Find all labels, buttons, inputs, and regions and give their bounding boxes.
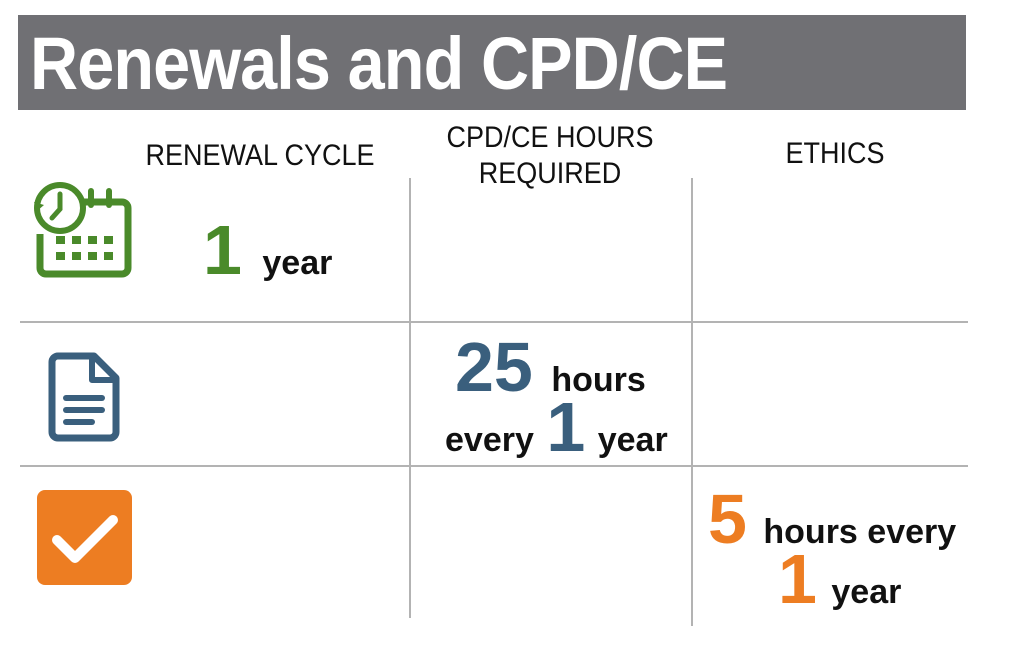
renewal-number: 1 (203, 211, 242, 289)
cpd-every-label: every (445, 421, 534, 459)
calendar-clock-icon (34, 182, 132, 278)
ethics-period: 1 (778, 540, 817, 618)
ethics-value-line2: 1 year (778, 544, 901, 614)
cpd-value-line2: every 1 year (445, 392, 668, 462)
document-icon (48, 352, 120, 442)
ethics-hours-label: hours every (763, 513, 957, 551)
cpd-period-unit: year (597, 421, 668, 459)
grid-vertical-2 (691, 178, 693, 626)
header-cpd-hours: CPD/CE HOURS REQUIRED (433, 120, 667, 192)
grid-vertical-1 (409, 178, 411, 618)
header-ethics: ETHICS (785, 137, 885, 170)
grid-horizontal-2 (20, 465, 968, 467)
grid-horizontal-1 (20, 321, 968, 323)
checkbox-icon (37, 490, 132, 585)
header-cpd-line2: REQUIRED (478, 157, 622, 190)
renewal-unit: year (262, 244, 333, 282)
ethics-period-unit: year (831, 573, 902, 611)
cpd-hours: 25 (455, 328, 533, 406)
title-bar: Renewals and CPD/CE (18, 15, 966, 110)
ethics-hours: 5 (708, 480, 747, 558)
cpd-hours-label: hours (551, 361, 646, 399)
page-title: Renewals and CPD/CE (30, 22, 728, 105)
renewal-value: 1 year (203, 215, 332, 285)
header-renewal-cycle: RENEWAL CYCLE (145, 139, 375, 172)
cpd-period: 1 (546, 388, 586, 466)
header-cpd-line1: CPD/CE HOURS (446, 121, 654, 154)
cpd-value-line1: 25 hours (455, 332, 646, 402)
ethics-value-line1: 5 hours every (708, 484, 956, 554)
